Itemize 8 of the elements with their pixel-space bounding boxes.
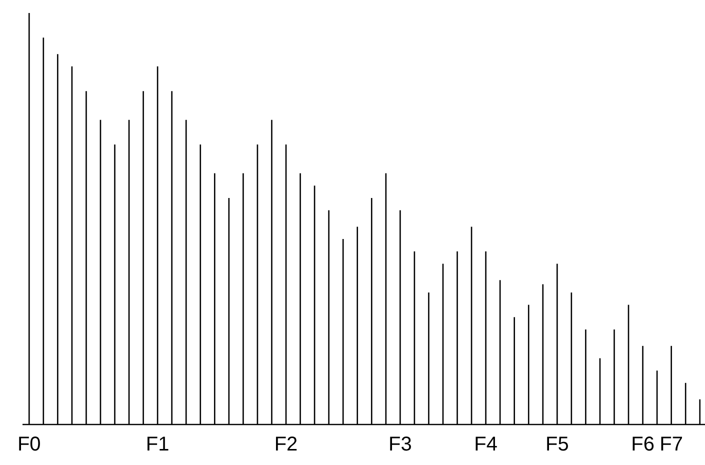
x-tick-label: F6 — [631, 434, 654, 456]
x-tick-label: F1 — [146, 434, 170, 456]
x-tick-label: F2 — [274, 434, 298, 456]
x-tick-label: F5 — [545, 434, 569, 456]
x-tick-label: F7 — [660, 434, 683, 456]
x-tick-label: F3 — [388, 434, 412, 456]
x-tick-label: F0 — [17, 434, 41, 456]
x-tick-label: F4 — [474, 434, 498, 456]
